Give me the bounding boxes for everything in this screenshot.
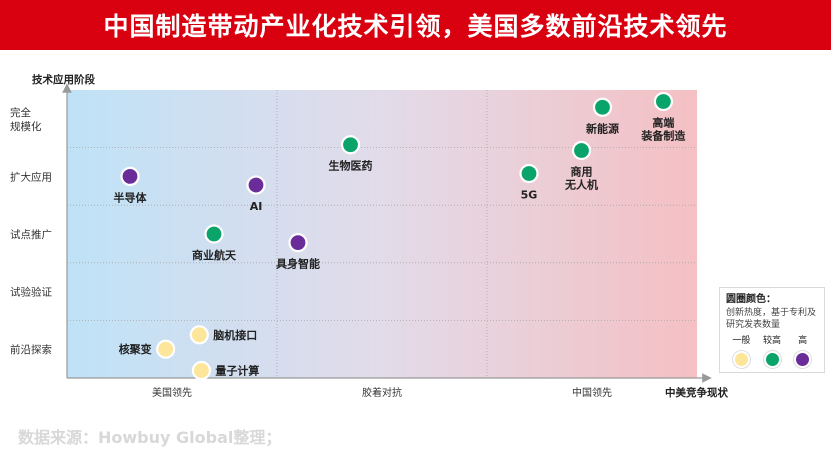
point-marker (204, 224, 224, 244)
data-point: 商业航天 (192, 224, 237, 262)
chart-area: 技术应用阶段 中美竞争现状 前沿探索 试验验证 试点推广 扩大应用 完全规模化 美国领先… (10, 73, 728, 399)
legend-item: 高 (787, 336, 818, 368)
data-point: 5G (519, 163, 539, 202)
point-label: AI (250, 200, 263, 213)
data-point: 商用无人机 (564, 140, 598, 191)
legend-title: 圆圈颜色： (726, 294, 776, 305)
y-tick-label: 前沿探索 (10, 343, 52, 356)
point-label: 脑机接口 (213, 328, 257, 342)
x-axis-title: 中美竞争现状 (665, 386, 728, 399)
data-point: 高端装备制造 (640, 91, 686, 143)
data-point: 核聚变 (119, 339, 176, 359)
y-tick-label: 完全规模化 (10, 106, 42, 133)
legend-item-label: 高 (798, 336, 808, 346)
y-tick-label: 试验验证 (10, 286, 52, 299)
point-label: 量子计算 (215, 364, 259, 378)
point-label: 具身智能 (276, 257, 320, 271)
legend-item-label: 较高 (763, 336, 782, 346)
legend-item-swatch (732, 351, 750, 368)
data-point: 生物医药 (329, 135, 373, 173)
legend-items: 一般 较高 高 (726, 336, 818, 368)
plot-background (67, 90, 697, 378)
data-point: 具身智能 (276, 233, 320, 271)
point-marker (288, 233, 308, 253)
point-label: 高端装备制造 (640, 116, 686, 143)
data-point: AI (246, 175, 266, 213)
point-marker (191, 360, 211, 381)
point-marker (156, 339, 176, 359)
data-point: 脑机接口 (189, 325, 257, 345)
point-label: 半导体 (114, 190, 148, 204)
data-source: 数据来源：Howbuy Global整理； (18, 428, 282, 447)
legend-item-swatch (763, 351, 781, 368)
legend-description: 创新热度，基于专利及研究发表数量 (726, 308, 817, 330)
point-marker (653, 91, 674, 112)
point-label: 生物医药 (329, 159, 373, 173)
point-label: 商用无人机 (564, 164, 598, 191)
y-tick-label: 试点推广 (10, 228, 52, 241)
point-marker (519, 163, 539, 184)
legend-item: 一般 (726, 336, 757, 368)
y-axis-title: 技术应用阶段 (32, 73, 95, 86)
point-marker (120, 166, 140, 187)
legend-item: 较高 (757, 336, 788, 368)
title-banner: 中国制造带动产业化技术引领，美国多数前沿技术领先 (0, 0, 831, 50)
point-label: 商业航天 (192, 248, 237, 262)
chart-title: 中国制造带动产业化技术引领，美国多数前沿技术领先 (103, 12, 728, 41)
x-tick-label: 美国领先 (152, 386, 192, 399)
legend: 圆圈颜色： 创新热度，基于专利及研究发表数量 一般 较高 高 (719, 287, 825, 373)
point-marker (592, 97, 613, 117)
point-label: 新能源 (586, 121, 619, 135)
point-label: 核聚变 (119, 342, 152, 356)
data-point: 量子计算 (191, 360, 259, 381)
data-point: 新能源 (586, 97, 619, 135)
point-marker (571, 140, 592, 161)
data-point: 半导体 (114, 166, 148, 204)
point-marker (189, 325, 209, 345)
legend-item-label: 一般 (732, 336, 751, 346)
point-marker (246, 175, 266, 195)
point-marker (340, 135, 361, 155)
x-tick-label: 胶着对抗 (362, 386, 402, 399)
legend-item-swatch (794, 351, 812, 368)
x-tick-label: 中国领先 (572, 386, 612, 399)
y-tick-label: 扩大应用 (10, 170, 52, 183)
point-label: 5G (521, 189, 538, 202)
